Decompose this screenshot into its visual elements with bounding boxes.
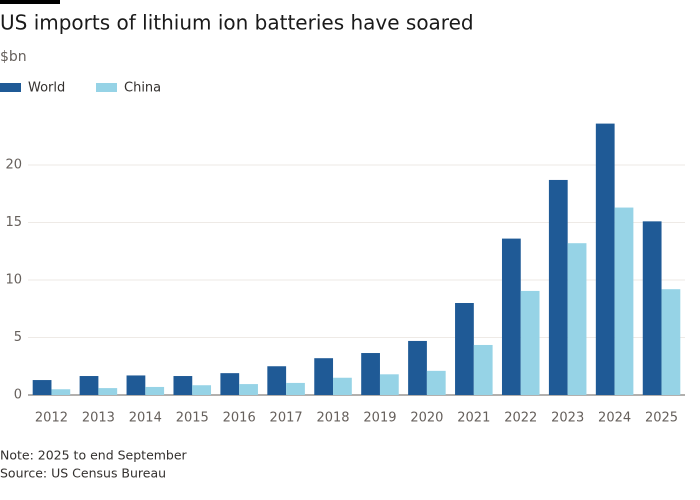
bar [32,380,52,395]
bar [567,243,587,395]
x-tick-label: 2014 [129,411,162,426]
bar [361,353,380,395]
x-tick-label: 2017 [270,411,303,426]
y-tick-label: 0 [14,388,22,403]
chart-subtitle: $bn [0,49,27,65]
x-tick-label: 2025 [645,411,678,426]
source: Source: US Census Bureau [0,466,166,481]
bar [408,340,427,395]
x-tick-label: 2018 [316,411,349,426]
x-tick-label: 2022 [504,411,537,426]
bar [455,303,474,395]
bar [267,366,287,395]
x-tick-label: 2020 [410,411,443,426]
chart-title: US imports of lithium ion batteries have… [0,11,474,35]
x-tick-label: 2024 [598,411,631,426]
bar [473,344,493,395]
legend-label: China [124,81,161,96]
bar [192,385,212,395]
legend-swatch [0,83,21,92]
x-tick-label: 2013 [82,411,115,426]
note: Note: 2025 to end September [0,448,188,463]
y-tick-label: 5 [14,330,22,345]
bar [239,384,258,395]
bar [548,179,568,395]
brand-bar [0,0,60,4]
bar [314,358,334,395]
bar [595,123,615,395]
bar [614,207,634,395]
x-tick-label: 2016 [223,411,256,426]
bar [173,376,193,395]
bar [51,389,71,395]
bar [642,221,662,395]
y-tick-label: 10 [5,273,22,288]
y-tick-label: 20 [5,158,22,173]
legend-swatch [96,83,117,92]
x-tick-label: 2019 [363,411,396,426]
bar [661,289,681,395]
x-tick-label: 2023 [551,411,584,426]
bar [220,373,240,395]
bar [98,388,118,395]
x-tick-label: 2021 [457,411,490,426]
bar [520,290,540,395]
bar [333,377,352,395]
bar [126,375,146,395]
bar [79,376,99,395]
bar [379,374,399,395]
x-tick-label: 2015 [176,411,209,426]
bar [426,370,446,395]
bar [145,386,165,395]
x-tick-label: 2012 [35,411,68,426]
bar [501,238,521,395]
y-tick-label: 15 [5,215,22,230]
bar [286,382,305,395]
legend-label: World [28,81,65,96]
